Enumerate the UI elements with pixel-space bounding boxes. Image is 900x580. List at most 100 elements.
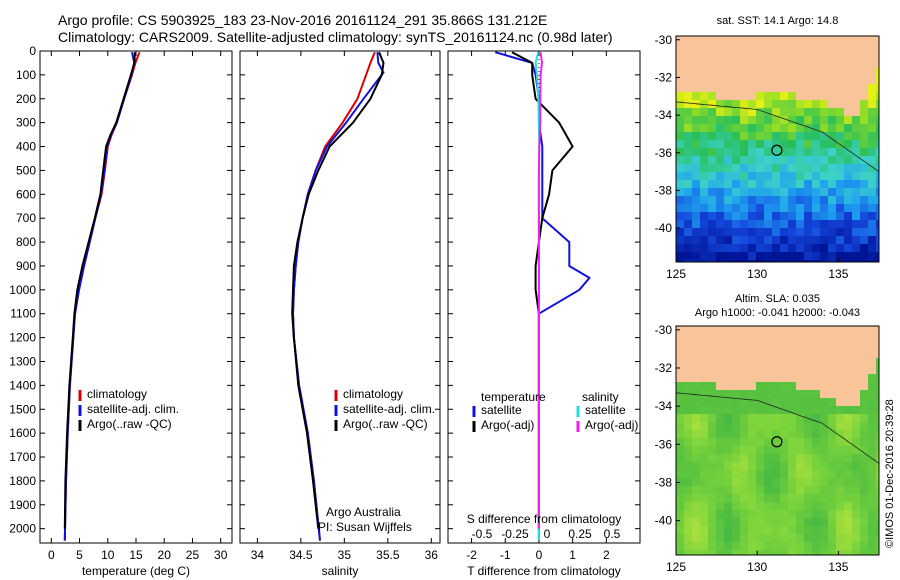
sst-map-cell xyxy=(764,220,772,228)
sst-map-cell xyxy=(732,156,740,164)
sst-map-cell xyxy=(844,188,852,196)
sst-map-cell xyxy=(756,196,764,204)
sla-map-cell xyxy=(804,422,812,430)
sst-map-cell xyxy=(676,180,684,188)
sst-map-cell xyxy=(788,140,796,148)
sla-map-cell xyxy=(852,478,860,486)
sla-map-cell xyxy=(756,414,764,422)
sla-map-cell xyxy=(788,382,796,390)
sst-map-cell xyxy=(708,228,716,236)
sst-map-cell xyxy=(724,108,732,116)
sst-map-cell xyxy=(812,156,820,164)
sst-map-cell xyxy=(724,236,732,244)
sst-map-cell xyxy=(828,204,836,212)
sst-map-cell xyxy=(844,148,852,156)
sla-map-cell xyxy=(676,526,684,534)
sla-map-cell xyxy=(804,494,812,502)
sst-map-cell xyxy=(772,108,780,116)
sla-map-cell xyxy=(684,478,692,486)
depth-tick-label: 0 xyxy=(29,44,36,58)
sla-map-cell xyxy=(740,470,748,478)
sst-map-cell xyxy=(876,196,879,204)
sst-map-cell xyxy=(764,204,772,212)
sla-map-cell xyxy=(740,462,748,470)
sst-map-cell xyxy=(804,220,812,228)
sla-map-cell xyxy=(700,542,708,550)
sla-map-cell xyxy=(812,422,820,430)
sla-map-cell xyxy=(876,454,879,462)
sla-map-cell xyxy=(724,494,732,502)
temperature-series-line xyxy=(63,52,136,529)
sst-map-cell xyxy=(860,196,868,204)
sla-map-cell xyxy=(860,454,868,462)
sst-map-cell xyxy=(788,260,796,262)
sla-map-cell xyxy=(708,502,716,510)
sst-map-cell xyxy=(812,220,820,228)
sla-map-cell xyxy=(804,550,812,555)
sst-map-cell xyxy=(756,100,764,108)
sst-map-cell xyxy=(796,124,804,132)
sla-map-cell xyxy=(748,470,756,478)
sla-map-cell xyxy=(716,550,724,555)
sla-map-cell xyxy=(716,446,724,454)
sla-map-cell xyxy=(876,462,879,470)
sla-map-cell xyxy=(700,390,708,398)
sst-map-cell xyxy=(876,116,879,124)
sst-map-cell xyxy=(700,100,708,108)
sla-map-cell xyxy=(732,510,740,518)
sst-map-cell xyxy=(724,140,732,148)
sla-map-cell xyxy=(748,478,756,486)
sst-map-cell xyxy=(740,236,748,244)
depth-tick-label: 1800 xyxy=(9,474,36,488)
sst-map-cell xyxy=(732,100,740,108)
sla-map-cell xyxy=(700,478,708,486)
sla-map-cell xyxy=(732,526,740,534)
sst-map-cell xyxy=(860,188,868,196)
sst-map-cell xyxy=(732,212,740,220)
sst-map-cell xyxy=(692,108,700,116)
sla-map-cell xyxy=(780,422,788,430)
sst-map-cell xyxy=(788,172,796,180)
sla-map-cell xyxy=(868,478,876,486)
sst-map-cell xyxy=(828,108,836,116)
sla-map-cell xyxy=(836,486,844,494)
sla-map-cell xyxy=(708,526,716,534)
sla-map-cell xyxy=(852,518,860,526)
sst-map-cell xyxy=(868,236,876,244)
sla-map-cell xyxy=(788,414,796,422)
sla-map-cell xyxy=(828,502,836,510)
sst-map-cell xyxy=(868,172,876,180)
sst-map-cell xyxy=(748,260,756,262)
sla-map-cell xyxy=(804,542,812,550)
sla-map-cell xyxy=(788,550,796,555)
sla-map-cell xyxy=(772,422,780,430)
sla-map-cell xyxy=(796,414,804,422)
sst-map-cell xyxy=(700,132,708,140)
sst-map-cell xyxy=(756,220,764,228)
sst-map-cell xyxy=(820,148,828,156)
sla-map-cell xyxy=(716,390,724,398)
sst-map-cell xyxy=(716,212,724,220)
legend-header: temperature xyxy=(481,390,546,404)
sla-map-cell xyxy=(692,454,700,462)
sst-map-cell xyxy=(676,212,684,220)
sst-map-cell xyxy=(804,236,812,244)
sst-map-cell xyxy=(756,180,764,188)
sla-map-cell xyxy=(780,462,788,470)
sst-map-cell xyxy=(796,204,804,212)
sla-map-cell xyxy=(724,462,732,470)
sla-map-cell xyxy=(804,454,812,462)
sla-map-cell xyxy=(756,494,764,502)
sst-map-cell xyxy=(828,116,836,124)
sst-map-cell xyxy=(676,244,684,252)
sst-map-cell xyxy=(716,116,724,124)
sla-map-cell xyxy=(812,526,820,534)
sla-map-cell xyxy=(708,390,716,398)
sst-map-cell xyxy=(836,244,844,252)
sla-map-cell xyxy=(748,486,756,494)
sla-map-xtick-label: 135 xyxy=(828,560,848,574)
salinity-diff-tick: -0.5 xyxy=(472,527,493,541)
sla-map-cell xyxy=(844,502,852,510)
sst-map-cell xyxy=(860,116,868,124)
sst-map-cell xyxy=(708,108,716,116)
